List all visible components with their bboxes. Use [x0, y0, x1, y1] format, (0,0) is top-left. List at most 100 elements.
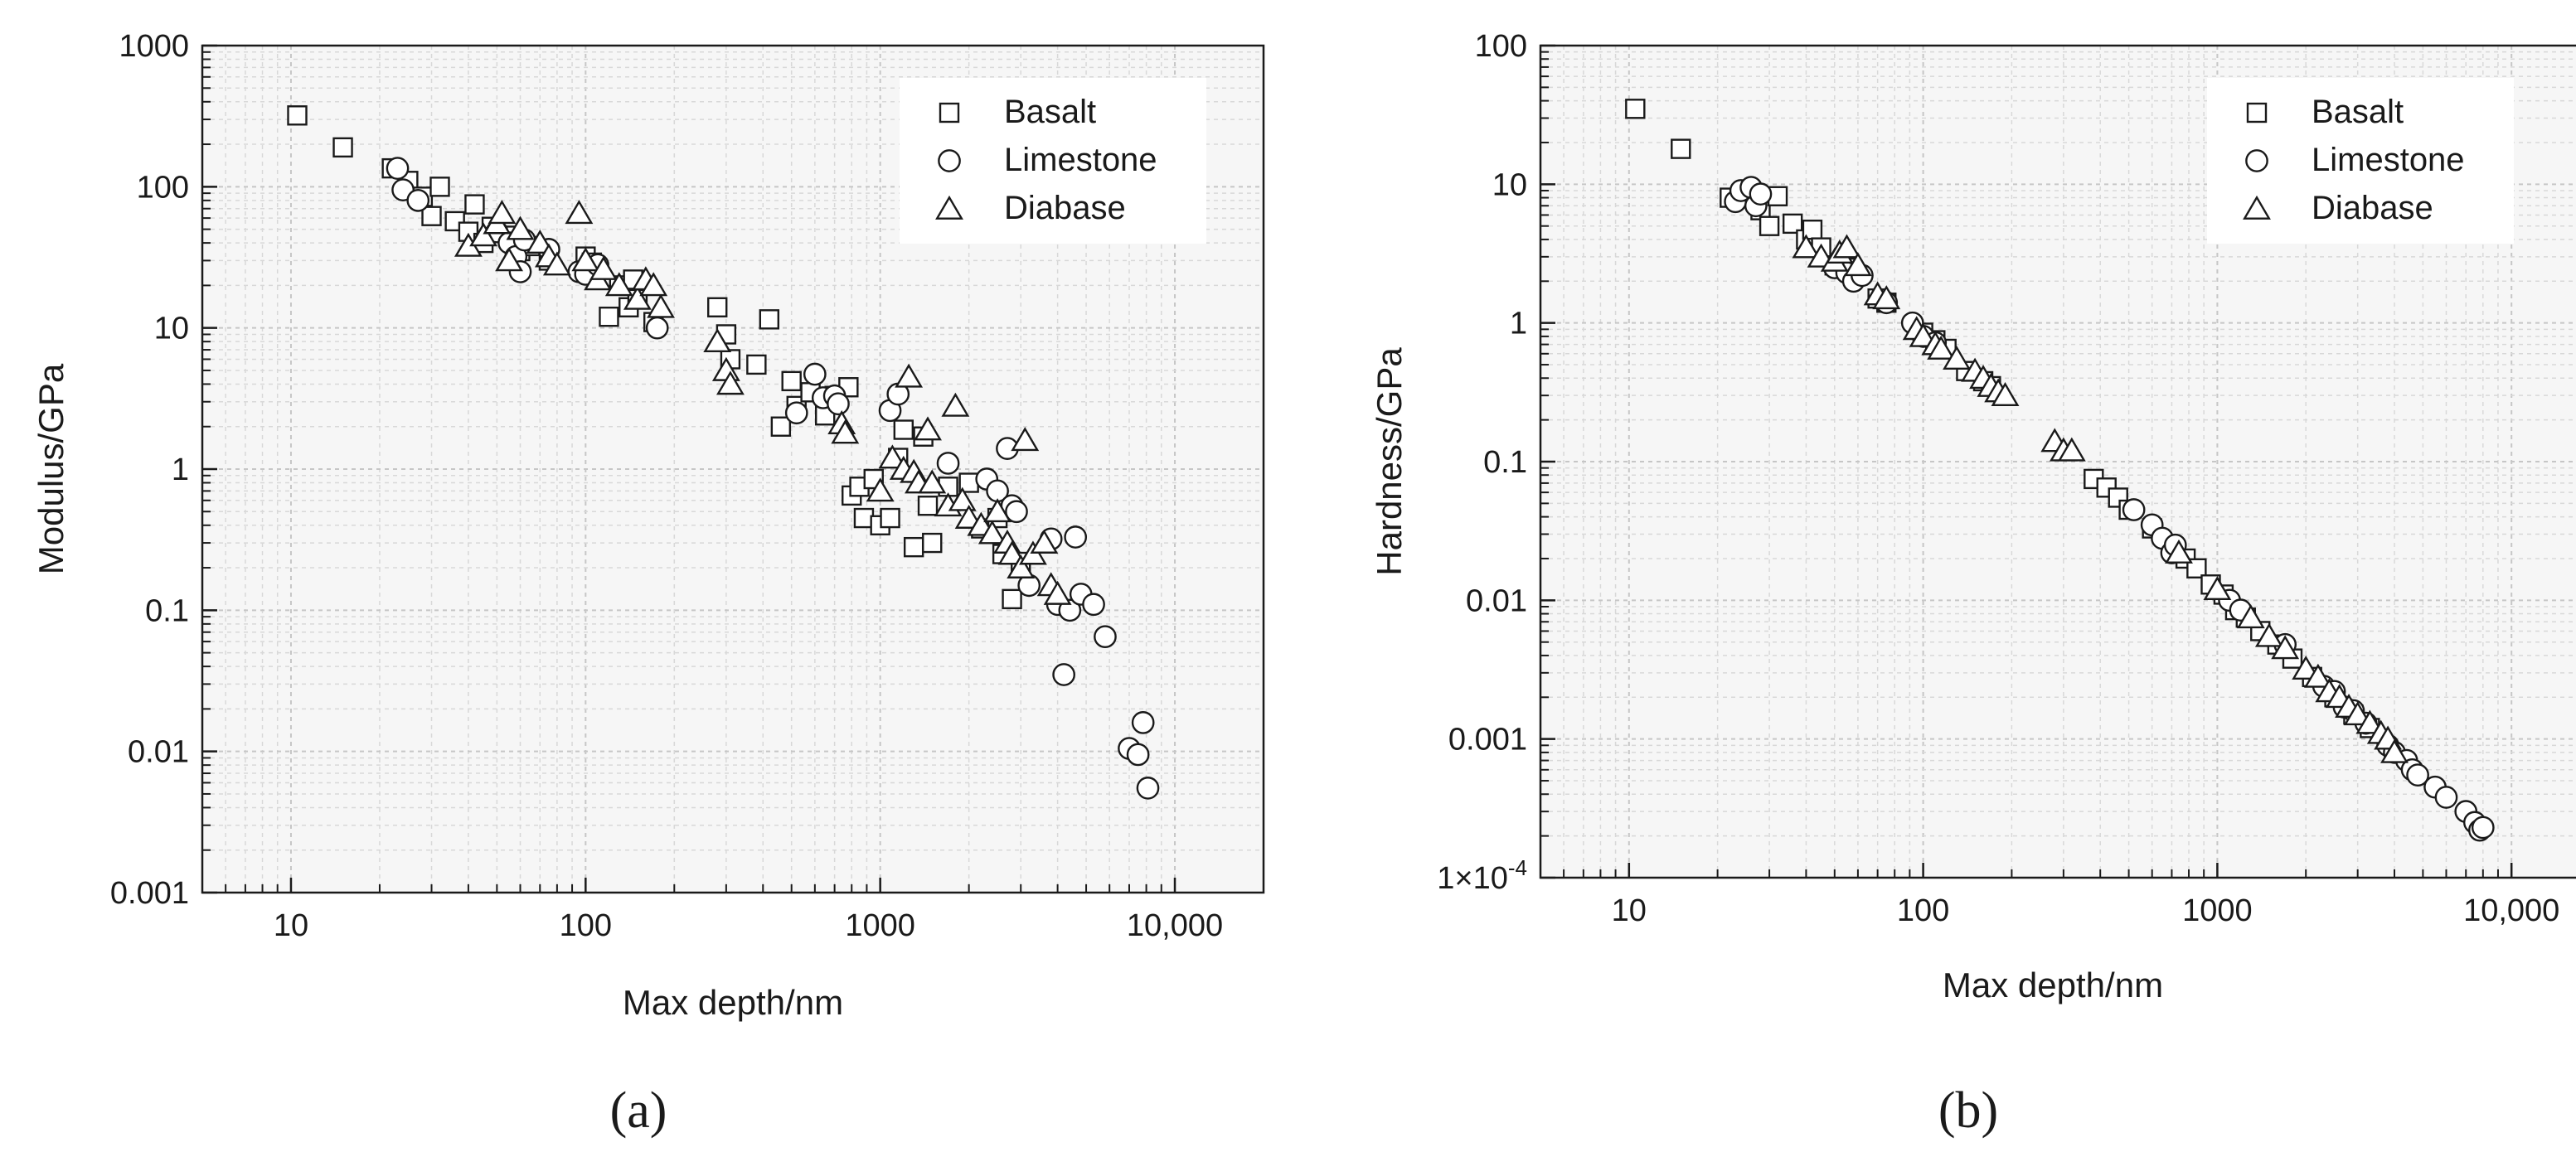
x-tick-label: 10: [1612, 893, 1647, 928]
grid-lines-a: [201, 45, 1264, 893]
data-point-limestone: [1136, 777, 1160, 800]
data-point-diabase: [2271, 635, 2300, 660]
data-point-diabase: [2165, 539, 2193, 564]
data-point-limestone: [1094, 625, 1117, 649]
legend-label-basalt: Basalt: [2312, 94, 2404, 130]
legend-label-limestone: Limestone: [2312, 142, 2465, 178]
data-point-basalt: [917, 496, 939, 516]
y-tick-label: 1: [172, 453, 189, 487]
x-axis-label-a: Max depth/nm: [623, 983, 843, 1022]
data-point-diabase: [1843, 252, 1872, 277]
data-point-basalt: [893, 419, 914, 440]
data-point-diabase: [589, 255, 618, 280]
data-point-diabase: [1991, 382, 2020, 407]
legend-marker-diabase: [935, 195, 963, 220]
data-point-limestone: [406, 188, 430, 212]
data-point-diabase: [2343, 701, 2372, 726]
data-point-diabase: [1927, 335, 1956, 360]
data-point-diabase: [1007, 554, 1036, 578]
series-diabase: [454, 200, 1072, 605]
data-point-diabase: [983, 498, 1012, 523]
x-tick-label: 1000: [845, 908, 915, 943]
data-points-b: [1625, 99, 2495, 842]
data-point-limestone: [2406, 763, 2429, 787]
data-point-diabase: [1043, 580, 1072, 605]
axis-ticks-b: 10 100 1000 10,000 1×10-4 0.001 0.01 0.1 1 10 100: [1437, 29, 2559, 928]
x-tick-label: 10,000: [2463, 893, 2559, 928]
data-point-diabase: [866, 477, 895, 502]
data-points-a: [287, 105, 1160, 800]
legend-b: Basalt Limestone Diabase: [2207, 78, 2514, 244]
data-point-diabase: [506, 215, 535, 240]
data-point-basalt: [903, 536, 924, 558]
data-point-diabase: [2254, 622, 2283, 647]
data-point-basalt: [707, 297, 728, 317]
data-point-diabase: [571, 247, 600, 272]
data-point-diabase: [2057, 437, 2086, 462]
x-tick-label: 10: [274, 908, 308, 943]
data-point-diabase: [623, 285, 652, 310]
y-tick-label: 1×10-4: [1437, 855, 1527, 896]
data-point-basalt: [2186, 558, 2207, 578]
data-point-limestone: [1058, 598, 1082, 622]
data-point-diabase: [831, 419, 860, 444]
y-axis-label-a: Modulus/GPa: [32, 363, 70, 574]
data-point-diabase: [639, 272, 668, 297]
data-point-basalt: [464, 194, 485, 215]
data-point-limestone: [1005, 500, 1028, 524]
data-point-limestone: [1052, 663, 1075, 686]
legend-marker-limestone: [2245, 149, 2268, 172]
data-point-diabase: [878, 444, 907, 469]
y-tick-label: 1: [1510, 307, 1527, 341]
data-point-diabase: [895, 363, 924, 388]
y-axis-label-b: Hardness/GPa: [1370, 347, 1409, 576]
data-point-basalt: [1671, 138, 1691, 159]
data-point-limestone: [2122, 498, 2146, 521]
data-point-diabase: [488, 200, 517, 225]
data-point-limestone: [2434, 786, 2458, 809]
data-point-diabase: [604, 272, 633, 297]
data-point-diabase: [918, 469, 947, 494]
data-point-basalt: [1002, 588, 1022, 610]
data-point-limestone: [1126, 743, 1150, 767]
data-point-limestone: [1082, 593, 1105, 617]
legend-a: Basalt Limestone Diabase: [900, 78, 1206, 244]
y-tick-label: 0.01: [128, 735, 189, 770]
legend-label-basalt: Basalt: [1004, 94, 1096, 130]
data-point-limestone: [936, 452, 960, 475]
legend-marker-diabase: [2243, 195, 2271, 220]
data-point-diabase: [526, 229, 555, 254]
data-point-diabase: [565, 200, 594, 225]
y-tick-label: 0.1: [145, 593, 189, 628]
legend-label-diabase: Diabase: [2312, 190, 2433, 226]
data-point-diabase: [978, 520, 1007, 545]
data-point-diabase: [1872, 285, 1901, 310]
data-point-limestone: [803, 362, 827, 386]
series-diabase: [1792, 234, 2409, 763]
data-point-limestone: [645, 316, 669, 340]
data-point-basalt: [429, 177, 450, 197]
data-point-diabase: [495, 247, 524, 272]
x-tick-label: 100: [560, 908, 612, 943]
data-point-basalt: [421, 206, 442, 226]
legend-marker-basalt: [2246, 102, 2268, 123]
x-tick-label: 10,000: [1127, 908, 1223, 943]
y-tick-label: 10: [1492, 167, 1527, 202]
data-point-limestone: [2471, 816, 2495, 840]
data-point-limestone: [1064, 525, 1088, 549]
chart-panel-a: Basalt Limestone Diabase 10 100 1000 10,000 0.…: [32, 29, 1265, 1139]
data-point-diabase: [2355, 709, 2384, 734]
y-tick-label: 0.001: [110, 876, 189, 911]
y-tick-label: 1000: [119, 29, 189, 64]
y-tick-label: 100: [1475, 29, 1527, 64]
data-point-basalt: [759, 309, 779, 330]
y-tick-label: 0.1: [1483, 445, 1527, 480]
data-point-limestone: [1749, 182, 1773, 206]
data-point-limestone: [1131, 711, 1155, 734]
data-point-basalt: [1759, 215, 1780, 236]
data-point-diabase: [2203, 575, 2232, 600]
data-point-basalt: [770, 416, 792, 437]
data-point-diabase: [2380, 738, 2409, 763]
data-point-basalt: [880, 507, 900, 529]
